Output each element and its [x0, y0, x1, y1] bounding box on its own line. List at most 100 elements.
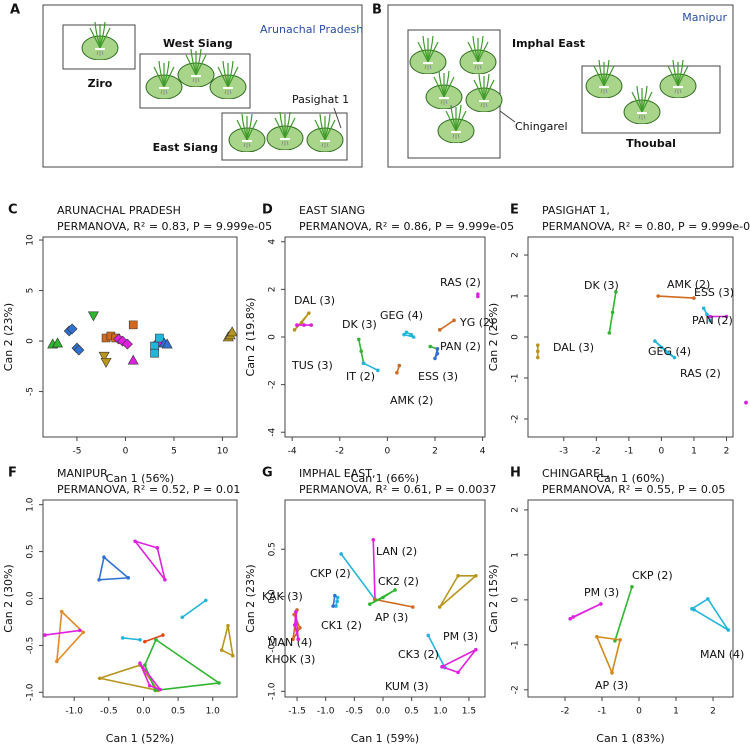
y-tick-label: -5 [26, 387, 36, 396]
point [155, 333, 164, 343]
group-hull [374, 598, 413, 608]
point [359, 349, 363, 354]
point [138, 661, 142, 666]
point [226, 326, 238, 337]
point [120, 636, 125, 640]
y-tick-label: 4 [268, 239, 278, 245]
group-hull [293, 611, 299, 640]
point [97, 577, 101, 582]
group-hull [98, 555, 131, 581]
chart-title: ARUNACHAL PRADESH [57, 204, 181, 217]
point [180, 615, 185, 620]
group-hull [614, 586, 633, 642]
point [404, 330, 409, 335]
panel-frame [387, 4, 734, 168]
y-tick-label: -2 [511, 414, 521, 423]
point [452, 318, 456, 323]
point [361, 361, 366, 365]
group-hull [139, 662, 163, 692]
plot-frame [527, 236, 734, 438]
point [437, 328, 442, 332]
group-hull [363, 362, 379, 372]
point [309, 323, 313, 327]
x-tick-label: -1 [598, 707, 607, 717]
y-tick-label: 5 [26, 288, 36, 294]
point [154, 637, 158, 642]
point [133, 539, 137, 544]
chart-subtitle: PERMANOVA, R² = 0.55, P = 0.05 [542, 483, 725, 496]
x-tick-label: -1 [624, 447, 633, 457]
group-label: DK (3) [584, 279, 619, 292]
point [692, 296, 696, 300]
group-hull [144, 634, 164, 643]
group-hull [690, 597, 729, 631]
site-label: Ziro [88, 77, 113, 90]
plot-frame [42, 499, 238, 698]
group-label: DAL (3) [294, 294, 335, 307]
point [474, 647, 478, 652]
group-hull [427, 635, 446, 669]
x-tick-label: 1.0 [433, 707, 448, 717]
point [81, 630, 85, 635]
point [395, 370, 399, 375]
point [143, 639, 147, 644]
panel-letter: E [510, 203, 519, 218]
x-tick-label: 1.0 [206, 707, 221, 717]
point [599, 602, 603, 606]
y-tick-label: 10 [26, 234, 36, 246]
point [368, 602, 372, 606]
group-label: LAN (2) [376, 545, 417, 558]
x-tick-label: 4 [480, 447, 486, 457]
chart-subtitle: PERMANOVA, R² = 0.61, P = 0.0037 [299, 483, 496, 496]
group-label: AP (3) [375, 611, 408, 624]
point [701, 306, 706, 311]
y-tick-label: 0 [511, 597, 521, 603]
group-hull [122, 637, 141, 641]
point [595, 634, 599, 639]
site-box [139, 53, 251, 109]
group-label: MAN (4) [700, 648, 744, 661]
y-tick-label: 0.5 [268, 542, 278, 556]
point [371, 537, 376, 542]
x-axis-label: Can 1 (60%) [596, 472, 664, 485]
point [692, 607, 696, 612]
group-label: GEG (4) [380, 309, 423, 322]
field-icon [410, 36, 446, 74]
chart-subtitle: PERMANOVA, R² = 0.86, P = 9.999e-05 [299, 220, 514, 233]
point [121, 338, 133, 350]
group-label: KAK (3) [262, 590, 303, 603]
y-axis-label: Can 2 (23%) [2, 303, 15, 371]
point [474, 573, 478, 578]
point [435, 351, 440, 356]
x-tick-label: 2 [710, 707, 716, 717]
x-axis-label: Can 1 (66%) [351, 472, 419, 485]
point [339, 552, 343, 556]
x-tick-label: 0 [659, 447, 665, 457]
group-label: MAN (4) [268, 636, 312, 649]
y-axis-label: Can 2 (23%) [244, 564, 257, 632]
site-label: Chingarel [515, 120, 568, 133]
y-tick-label: 2 [511, 252, 521, 258]
point [610, 670, 614, 675]
group-label: RAS (2) [680, 367, 721, 380]
x-tick-label: -0.5 [100, 707, 118, 717]
field-icon [267, 112, 303, 150]
field-icon [438, 105, 474, 143]
y-axis-label: Can 2 (30%) [2, 564, 15, 632]
chart-title: CHINGAREL, [542, 467, 610, 480]
x-tick-label: 0.5 [171, 707, 185, 717]
group-hull [439, 648, 477, 674]
point [409, 332, 413, 337]
point [656, 294, 660, 298]
point [294, 609, 298, 614]
x-tick-label: -1.0 [65, 707, 83, 717]
point [155, 546, 160, 550]
x-tick-label: 1.5 [462, 707, 476, 717]
chart-title: PASIGHAT 1, [542, 204, 610, 217]
region-label: Arunachal Pradesh [260, 23, 363, 36]
point [161, 633, 165, 637]
point [630, 585, 634, 589]
point [535, 349, 540, 354]
x-tick-label: 2 [724, 447, 730, 457]
x-tick-label: 0 [123, 447, 129, 457]
